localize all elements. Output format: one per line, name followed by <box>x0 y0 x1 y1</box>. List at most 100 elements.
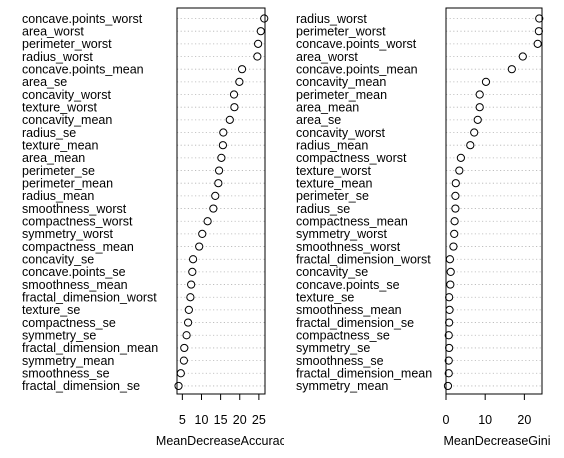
importance-point <box>219 128 228 137</box>
importance-point <box>218 141 228 150</box>
importance-point <box>203 217 212 226</box>
variable-label: texture_se <box>296 291 354 305</box>
variable-label: symmetry_worst <box>296 227 388 241</box>
variable-label: radius_se <box>296 202 350 216</box>
x-tick-label: 10 <box>478 413 492 427</box>
importance-point <box>184 305 193 315</box>
variable-label: area_mean <box>296 100 359 114</box>
importance-point <box>183 318 193 327</box>
importance-point <box>443 381 453 391</box>
variable-label: symmetry_mean <box>22 354 114 368</box>
variable-label: perimeter_worst <box>22 37 112 51</box>
importance-point <box>534 27 543 36</box>
variable-label: compactness_se <box>296 329 390 343</box>
importance-point <box>445 343 454 353</box>
importance-point <box>179 356 188 365</box>
importance-point <box>456 153 465 162</box>
importance-point <box>187 280 196 289</box>
importance-point <box>451 191 460 200</box>
importance-point <box>535 14 544 23</box>
variable-label: fractal_dimension_mean <box>296 367 432 381</box>
x-tick-label: 5 <box>179 413 186 427</box>
importance-point <box>450 229 459 238</box>
variable-label: area_se <box>296 113 341 127</box>
importance-point <box>225 115 234 124</box>
importance-point <box>473 115 482 124</box>
importance-point <box>446 267 455 276</box>
importance-point <box>211 191 220 200</box>
importance-point <box>253 52 262 61</box>
importance-point <box>237 65 247 74</box>
importance-point <box>198 229 207 238</box>
variable-label: smoothness_mean <box>22 278 128 292</box>
variable-label: symmetry_se <box>296 341 370 355</box>
importance-point <box>186 293 195 302</box>
importance-point <box>176 369 185 378</box>
variable-label: fractal_dimension_se <box>22 379 140 393</box>
variable-label: radius_worst <box>296 12 367 26</box>
variable-label: smoothness_worst <box>296 240 401 254</box>
variable-label: concave.points_se <box>296 278 400 292</box>
variable-label: smoothness_se <box>22 367 110 381</box>
variable-label: perimeter_mean <box>296 88 387 102</box>
variable-label: radius_worst <box>22 50 93 64</box>
variable-label: area_se <box>22 75 67 89</box>
importance-point <box>174 381 183 391</box>
variable-label: fractal_dimension_mean <box>22 341 158 355</box>
importance-point <box>451 179 460 188</box>
variable-label: area_worst <box>22 24 84 38</box>
importance-point <box>214 166 224 175</box>
variable-label: fractal_dimension_worst <box>22 291 157 305</box>
variable-label: smoothness_se <box>296 354 384 368</box>
importance-point <box>254 39 263 48</box>
importance-point <box>444 369 453 378</box>
importance-point <box>188 267 197 276</box>
variable-label: compactness_mean <box>22 240 134 254</box>
importance-point <box>230 103 239 112</box>
mean-decrease-accuracy-panel: concave.points_worstarea_worstperimeter_… <box>22 7 293 448</box>
importance-point <box>209 204 218 213</box>
variable-label: texture_worst <box>22 100 98 114</box>
variable-label: texture_mean <box>22 139 98 153</box>
variable-label: texture_mean <box>296 177 372 191</box>
variable-label: fractal_dimension_se <box>296 316 414 330</box>
variable-label: area_mean <box>22 151 85 165</box>
importance-point <box>444 356 453 365</box>
variable-label: concavity_mean <box>22 113 112 127</box>
variable-label: texture_worst <box>296 164 372 178</box>
x-tick-label: 15 <box>214 413 228 427</box>
variable-label: perimeter_worst <box>296 24 386 38</box>
variable-label: concave.points_worst <box>296 37 417 51</box>
variable-label: radius_mean <box>296 139 368 153</box>
variable-label: compactness_mean <box>296 215 408 229</box>
importance-point <box>466 141 475 150</box>
variable-label: perimeter_se <box>22 164 95 178</box>
importance-point <box>475 103 484 112</box>
x-axis-label: MeanDecreaseAccuracy <box>156 434 293 448</box>
variable-label: radius_se <box>22 126 76 140</box>
variable-label: fractal_dimension_worst <box>296 253 431 267</box>
variable-label: concavity_worst <box>296 126 385 140</box>
importance-point <box>217 153 226 162</box>
importance-point <box>481 77 491 86</box>
importance-point <box>445 305 454 315</box>
importance-point <box>475 90 484 99</box>
importance-point <box>195 242 204 251</box>
variable-label: concavity_worst <box>22 88 111 102</box>
x-tick-label: 20 <box>233 413 247 427</box>
variable-label: concave.points_se <box>22 265 126 279</box>
plot-box <box>445 7 543 395</box>
importance-point <box>444 331 453 340</box>
variable-label: compactness_worst <box>296 151 407 165</box>
importance-point <box>445 255 455 264</box>
importance-point <box>533 39 542 48</box>
importance-point <box>229 90 239 99</box>
variable-label: area_worst <box>296 50 358 64</box>
variable-label: smoothness_mean <box>296 303 402 317</box>
variable-label: concave.points_mean <box>296 62 418 76</box>
x-tick-label: 25 <box>252 413 266 427</box>
variable-label: concave.points_mean <box>22 62 144 76</box>
importance-point <box>446 280 455 289</box>
mean-decrease-gini-panel: radius_worstperimeter_worstconcave.point… <box>296 7 551 448</box>
